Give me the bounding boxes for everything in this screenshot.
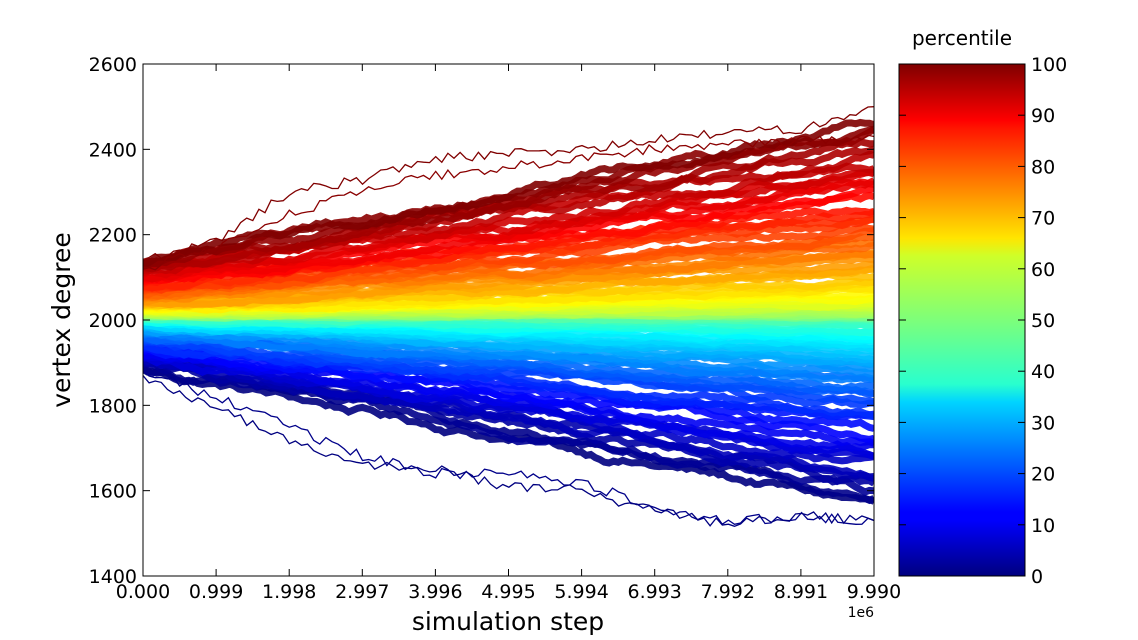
colorbar-tick-label: 10 <box>1031 515 1055 537</box>
x-tick-label: 5.994 <box>554 581 608 603</box>
colorbar-title: percentile <box>912 26 1012 50</box>
colorbar-tick-label: 90 <box>1031 105 1055 127</box>
percentile-line <box>143 137 874 268</box>
y-tick-label: 2600 <box>89 54 137 76</box>
series-line-p0 <box>143 375 874 527</box>
x-tick-label: 2.997 <box>335 581 389 603</box>
plot-area <box>143 106 874 527</box>
x-tick-label: 9.990 <box>847 581 901 603</box>
colorbar-tick-label: 100 <box>1031 54 1067 76</box>
series-line-p100 <box>143 106 874 262</box>
x-axis-ticks: 0.000 0.999 1.998 2.997 3.996 4.995 5.994 6.993… <box>116 64 901 603</box>
x-axis-label: simulation step <box>412 607 604 636</box>
y-tick-label: 1400 <box>89 566 137 588</box>
colorbar-tick-label: 70 <box>1031 208 1055 230</box>
colorbar-ticks: 0 10 20 30 40 50 60 70 80 90 100 <box>899 54 1067 588</box>
x-tick-label: 7.992 <box>701 581 755 603</box>
colorbar-tick-label: 80 <box>1031 156 1055 178</box>
colorbar-tick-label: 0 <box>1031 566 1043 588</box>
colorbar <box>898 63 1026 577</box>
percentile-band <box>143 118 874 505</box>
series-line-p1 <box>143 370 874 526</box>
colorbar-tick-label: 40 <box>1031 361 1055 383</box>
y-tick-label: 2400 <box>89 139 137 161</box>
colorbar-tick-label: 50 <box>1031 310 1055 332</box>
x-offset-label: 1e6 <box>848 605 875 621</box>
x-tick-label: 6.993 <box>627 581 681 603</box>
percentile-line <box>143 168 874 279</box>
y-axis-ticks: 1400 1600 1800 2000 2200 2400 2600 <box>89 54 874 588</box>
colorbar-tick-label: 60 <box>1031 259 1055 281</box>
y-tick-label: 1800 <box>89 395 137 417</box>
y-tick-label: 1600 <box>89 481 137 503</box>
colorbar-tick-label: 20 <box>1031 464 1055 486</box>
x-tick-label: 0.999 <box>189 581 243 603</box>
colorbar-tick-label: 30 <box>1031 412 1055 434</box>
series-lines <box>143 106 874 527</box>
y-tick-label: 2000 <box>89 310 137 332</box>
series-line-p99 <box>143 134 874 271</box>
y-axis-label: vertex degree <box>47 232 76 408</box>
x-tick-label: 3.996 <box>408 581 462 603</box>
x-tick-label: 0.000 <box>116 581 170 603</box>
percentile-line <box>143 345 874 432</box>
x-tick-label: 8.991 <box>774 581 828 603</box>
x-tick-label: 1.998 <box>262 581 316 603</box>
x-tick-label: 4.995 <box>481 581 535 603</box>
y-tick-label: 2200 <box>89 225 137 247</box>
